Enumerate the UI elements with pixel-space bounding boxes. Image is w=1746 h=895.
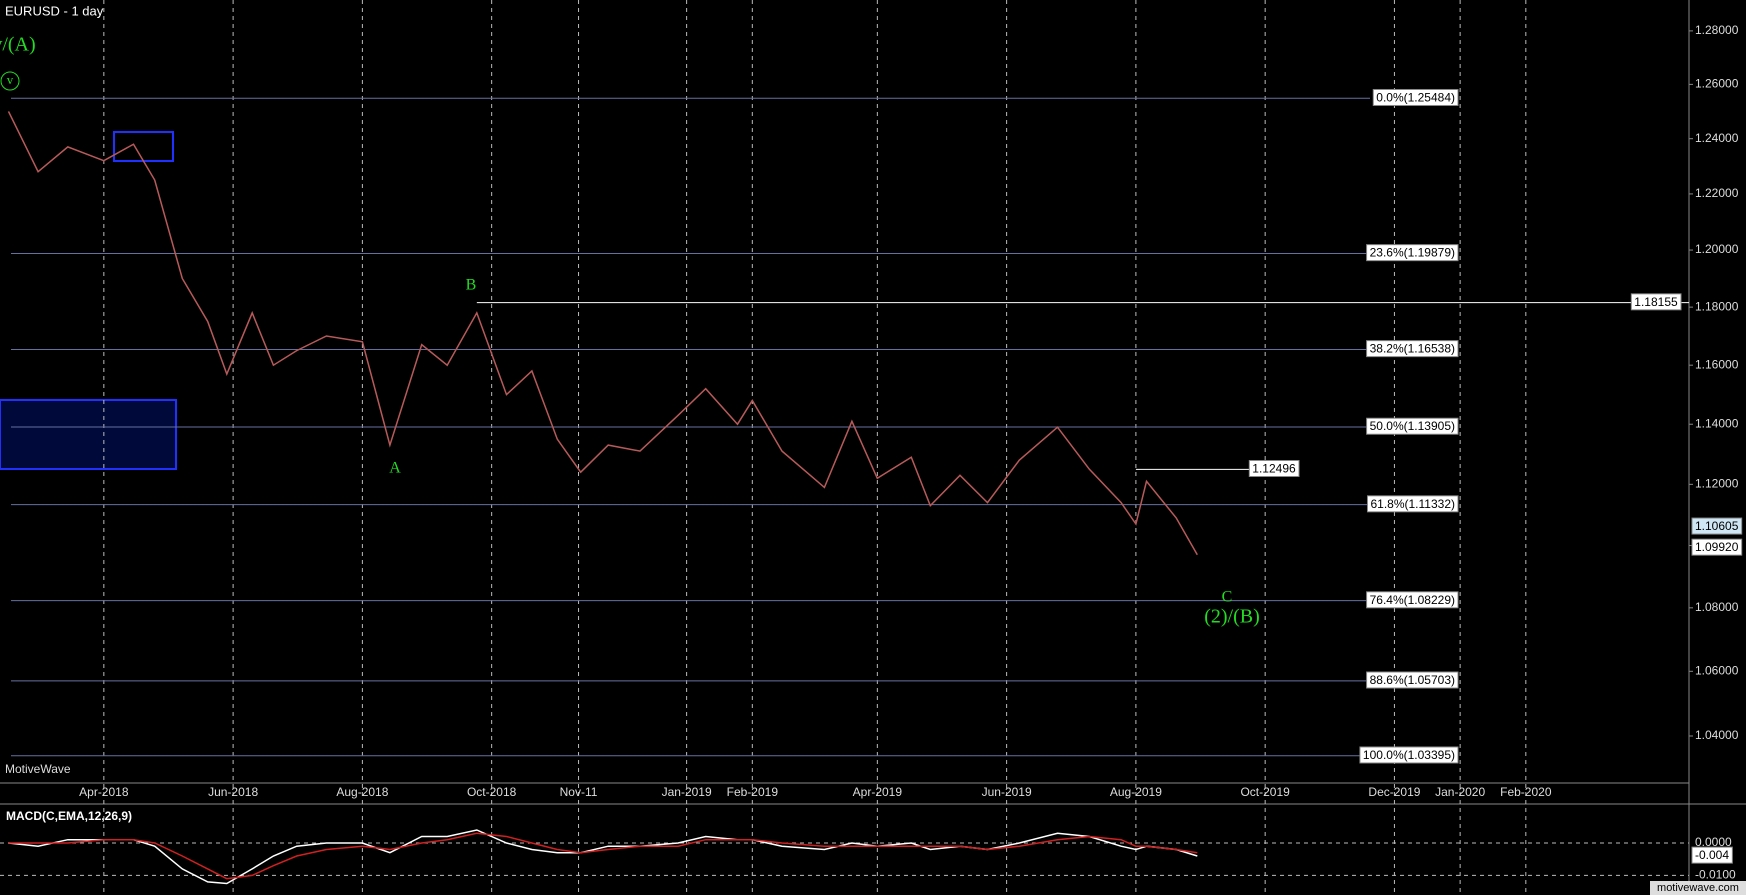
fib-label: 61.8%(1.11332) [1370,497,1455,511]
x-tick-label: Aug-2018 [336,785,388,799]
fib-label: 38.2%(1.16538) [1370,342,1455,356]
last-price-label: 1.10605 [1695,519,1739,533]
label-box [1630,293,1682,311]
macd-line [8,829,1198,885]
y-tick-label: 1.22000 [1695,186,1739,200]
fib-label: 50.0%(1.13905) [1370,419,1455,433]
x-tick-label: Apr-2018 [79,785,129,799]
fib-label: 76.4%(1.08229) [1370,593,1455,607]
wave-label: (2)/(B) [1204,606,1260,628]
label-box [1366,417,1459,435]
y-tick-label: -0.0100 [1695,868,1736,882]
macd-current: -0.004 [1695,848,1729,862]
watermark: MotiveWave [5,762,71,776]
fib-label: 0.0%(1.25484) [1376,90,1455,104]
x-tick-label: Apr-2019 [853,785,903,799]
y-tick-label: 1.06000 [1695,663,1739,677]
y-tick-label: 1.28000 [1695,23,1739,37]
fib-label: 23.6%(1.19879) [1370,246,1455,260]
label-box [1366,340,1459,358]
label-box [1248,460,1300,478]
label-box [1691,538,1743,556]
y-tick-label: 1.14000 [1695,416,1739,430]
wave-label: A [389,460,401,477]
x-tick-label: Jun-2018 [208,785,258,799]
y-tick-label: 1.12000 [1695,477,1739,491]
y-tick-label: 1.08000 [1695,600,1739,614]
fib-label: 100.0%(1.03395) [1363,748,1455,762]
chart-title: EURUSD - 1 day [5,3,104,18]
macd-title: MACD(C,EMA,12,26,9) [6,809,132,823]
zone-box [0,399,177,470]
label-box [1691,846,1733,864]
y-tick-label: 0.0000 [1695,835,1732,849]
price-line-label: 1.12496 [1252,462,1296,476]
x-tick-label: Aug-2019 [1110,785,1162,799]
watermark: motivewave.com [1657,882,1739,894]
y-tick-label: 1.04000 [1695,728,1739,742]
x-tick-label: Jun-2019 [982,785,1032,799]
y-tick-label: 1.18000 [1695,299,1739,313]
x-tick-label: Jan-2020 [1435,785,1485,799]
x-tick-label: Oct-2018 [467,785,517,799]
last-price-label: 1.09920 [1695,540,1739,554]
y-tick-label: 1.20000 [1695,242,1739,256]
wave-label: B [466,277,477,294]
wave-label: v [7,72,14,87]
label-box [1359,746,1459,764]
label-box [1366,671,1459,689]
y-tick-label: 1.26000 [1695,77,1739,91]
wave-label: C [1222,589,1233,606]
watermark-box [1650,881,1746,895]
x-tick-label: Feb-2019 [727,785,779,799]
x-tick-label: Oct-2019 [1240,785,1290,799]
macd-line [8,832,1198,880]
y-tick-label: 1.16000 [1695,357,1739,371]
label-box [1691,517,1743,535]
label-box [1372,88,1459,106]
wave-label: v/(A) [0,34,36,56]
price-line-label: 1.18155 [1634,295,1678,309]
label-box [1366,244,1459,262]
label-box [1366,495,1459,513]
x-tick-label: Dec-2019 [1368,785,1420,799]
x-tick-label: Feb-2020 [1500,785,1552,799]
price-line-series [7,111,1198,556]
label-box [1366,591,1459,609]
x-tick-label: Jan-2019 [662,785,712,799]
y-tick-label: 1.24000 [1695,131,1739,145]
wave-circle [0,71,20,91]
x-tick-label: Nov-11 [560,785,598,799]
fib-label: 88.6%(1.05703) [1370,673,1455,687]
